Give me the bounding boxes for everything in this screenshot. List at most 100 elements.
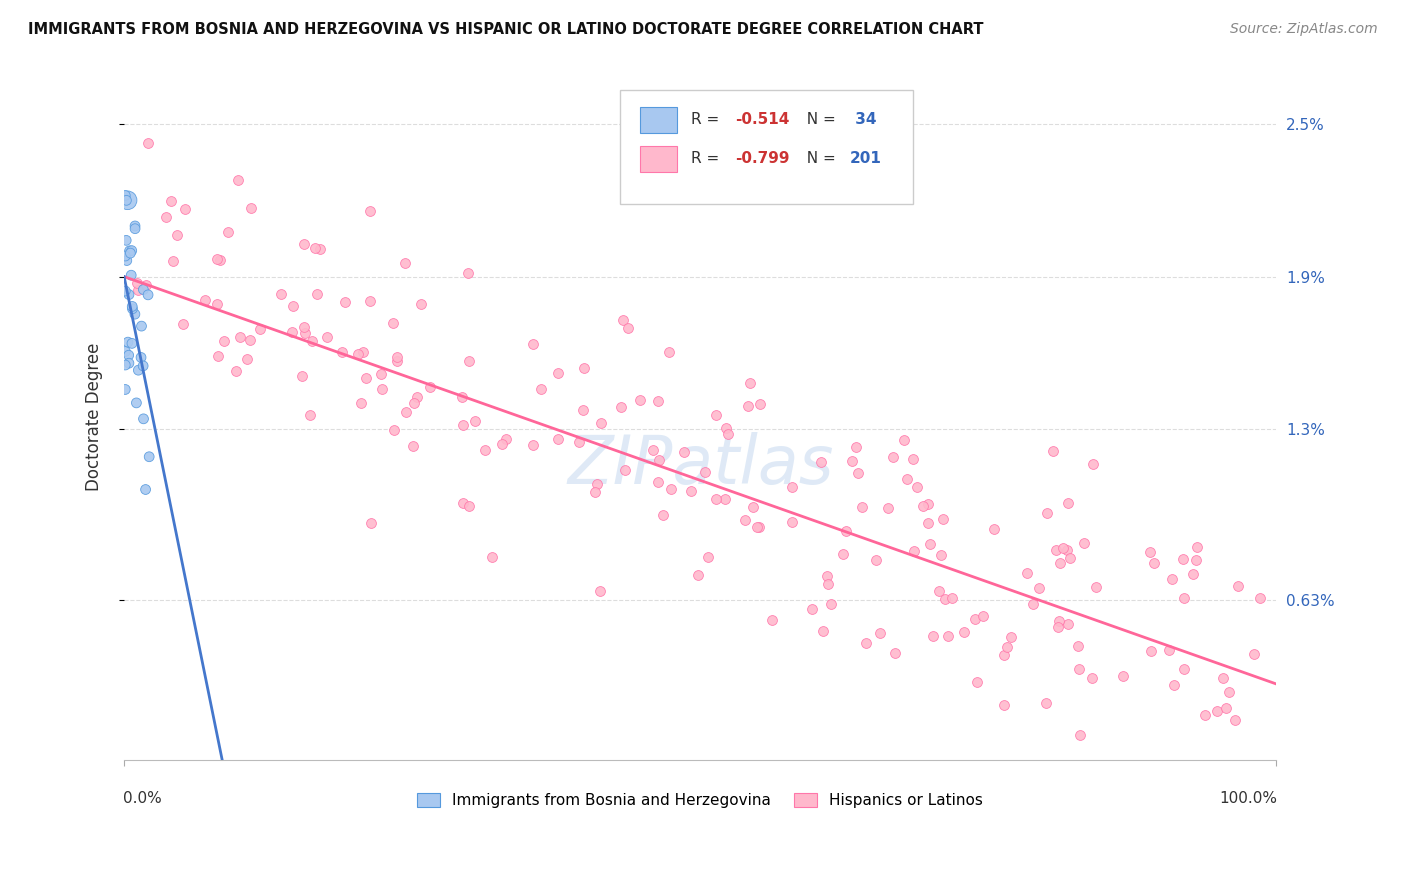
Point xyxy=(1052,541,1074,555)
Point xyxy=(114,383,136,397)
Bar xyxy=(640,107,678,133)
Point xyxy=(817,577,839,591)
Text: IMMIGRANTS FROM BOSNIA AND HERZEGOVINA VS HISPANIC OR LATINO DOCTORATE DEGREE CO: IMMIGRANTS FROM BOSNIA AND HERZEGOVINA V… xyxy=(28,22,984,37)
Point xyxy=(162,253,184,268)
Point xyxy=(382,423,405,437)
Point xyxy=(586,476,609,491)
Point xyxy=(647,394,669,409)
Point xyxy=(800,602,823,616)
Point xyxy=(851,500,873,515)
Point xyxy=(298,408,321,422)
Bar xyxy=(640,146,678,172)
Point xyxy=(583,484,606,499)
Point xyxy=(207,349,229,363)
Point xyxy=(820,597,842,611)
Point xyxy=(194,293,217,307)
Point xyxy=(841,454,863,468)
Point xyxy=(1035,696,1057,710)
Point xyxy=(316,330,339,344)
Point xyxy=(734,513,756,527)
Point xyxy=(568,434,591,449)
Point xyxy=(1157,643,1180,657)
Legend: Immigrants from Bosnia and Herzegovina, Hispanics or Latinos: Immigrants from Bosnia and Herzegovina, … xyxy=(411,788,990,814)
Point xyxy=(993,698,1015,712)
Text: 100.0%: 100.0% xyxy=(1219,791,1278,806)
Point xyxy=(1045,542,1067,557)
Point xyxy=(481,549,503,564)
Point xyxy=(125,396,148,410)
Point xyxy=(385,350,408,364)
Point xyxy=(811,624,834,639)
Point xyxy=(1046,620,1069,634)
Point xyxy=(659,482,682,496)
Text: R =: R = xyxy=(692,112,724,128)
Point xyxy=(936,629,959,643)
Point xyxy=(1225,713,1247,727)
Point xyxy=(658,344,681,359)
Point xyxy=(628,392,651,407)
Point xyxy=(294,320,316,334)
Point xyxy=(1243,647,1265,661)
Point xyxy=(1049,556,1071,570)
Point xyxy=(121,301,143,316)
Point xyxy=(780,480,803,494)
Point xyxy=(450,390,472,404)
Point xyxy=(716,426,738,441)
Point xyxy=(1057,616,1080,631)
Point xyxy=(335,294,357,309)
Point xyxy=(127,283,149,297)
Point xyxy=(742,500,765,514)
Point xyxy=(214,334,236,348)
Point xyxy=(1042,444,1064,458)
Text: N =: N = xyxy=(797,152,841,167)
Point xyxy=(114,249,136,263)
Point xyxy=(464,414,486,428)
Point xyxy=(855,636,877,650)
Point xyxy=(395,405,418,419)
Point xyxy=(995,640,1018,655)
Point xyxy=(1212,671,1234,685)
Point xyxy=(610,401,633,415)
Point xyxy=(249,322,271,336)
Point xyxy=(118,348,141,362)
Point xyxy=(117,194,139,208)
Point xyxy=(132,359,155,373)
Point xyxy=(1163,678,1185,692)
Point xyxy=(617,321,640,335)
Point xyxy=(120,268,142,283)
Text: N =: N = xyxy=(797,112,841,128)
Point xyxy=(547,366,569,380)
Point xyxy=(1185,540,1208,554)
Point xyxy=(451,496,474,510)
Point xyxy=(136,288,159,302)
Point xyxy=(114,344,136,359)
Point xyxy=(1056,543,1078,558)
Point xyxy=(686,567,709,582)
Point xyxy=(309,242,332,256)
Point xyxy=(457,267,479,281)
Point xyxy=(1080,672,1102,686)
Point xyxy=(118,244,141,258)
Point xyxy=(124,219,146,233)
Point xyxy=(835,524,858,538)
Point xyxy=(350,395,373,409)
Point xyxy=(748,520,770,534)
Point xyxy=(917,497,939,511)
Point xyxy=(1143,556,1166,570)
Point xyxy=(697,549,720,564)
Point xyxy=(127,363,149,377)
Point xyxy=(217,225,239,239)
Point xyxy=(132,283,155,297)
Point xyxy=(704,491,727,506)
Point xyxy=(714,420,737,434)
Point xyxy=(1085,580,1108,594)
Point xyxy=(1036,506,1059,520)
Point xyxy=(359,294,381,309)
Point xyxy=(547,433,569,447)
Point xyxy=(359,203,381,218)
Point xyxy=(877,500,900,515)
Point xyxy=(1182,567,1205,582)
Point xyxy=(129,351,152,365)
Point xyxy=(114,188,136,202)
Point xyxy=(931,512,953,526)
